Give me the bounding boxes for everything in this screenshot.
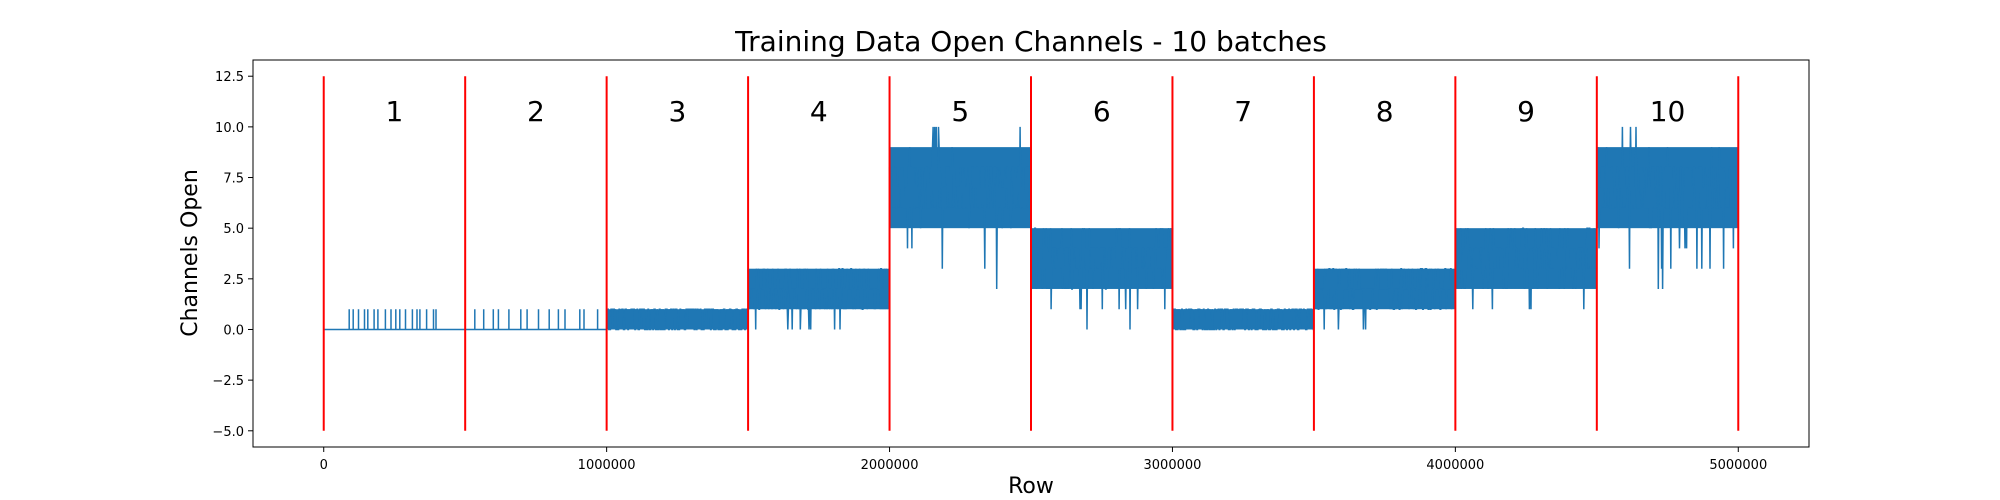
batch-label-9: 9 — [1517, 95, 1535, 128]
signal-trace-batch-6 — [1030, 227, 1174, 330]
signal-trace-batch-7 — [1172, 308, 1315, 331]
y-tick-label: −5.0 — [212, 425, 244, 440]
y-tick-label: 10.0 — [215, 121, 244, 136]
x-tick-label: 3000000 — [1144, 458, 1202, 473]
y-tick-label: 12.5 — [215, 70, 244, 85]
x-tick-label: 0 — [320, 458, 328, 473]
plot-area: 1 2 3 4 5 6 7 8 9 10 — [322, 76, 1740, 431]
signal-trace-batch-9 — [1454, 227, 1598, 310]
y-tick-label: 7.5 — [223, 172, 244, 187]
x-tick-label: 4000000 — [1426, 458, 1484, 473]
batch-label-2: 2 — [527, 95, 545, 128]
signal-trace-batch-5 — [888, 126, 1032, 290]
batch-label-1: 1 — [386, 95, 404, 128]
signal-trace-batch-3 — [605, 308, 749, 331]
signal-trace-batch-10 — [1596, 126, 1739, 290]
batch-label-8: 8 — [1376, 95, 1394, 128]
signal-trace-batch-4 — [747, 267, 890, 330]
axes-frame — [252, 59, 1810, 448]
batch-label-3: 3 — [668, 95, 686, 128]
batch-label-7: 7 — [1234, 95, 1252, 128]
x-tick-label: 1000000 — [578, 458, 636, 473]
batch-label-10: 10 — [1650, 95, 1686, 128]
x-axis-label: Row — [1008, 474, 1054, 499]
y-tick-label: 5.0 — [223, 222, 244, 237]
y-tick-label: 2.5 — [223, 273, 244, 288]
x-tick-label: 5000000 — [1709, 458, 1767, 473]
batch-label-6: 6 — [1093, 95, 1111, 128]
axis-ticks: 0 1000000 2000000 3000000 4000000 5000000 −5.0… — [212, 70, 1767, 473]
y-axis-label: Channels Open — [178, 169, 203, 337]
batch-label-5: 5 — [951, 95, 969, 128]
signal-trace-batch-8 — [1313, 267, 1456, 330]
y-tick-label: 0.0 — [223, 323, 244, 338]
signal-trace-batch-2 — [465, 309, 607, 331]
batch-label-4: 4 — [810, 95, 828, 128]
chart-title: Training Data Open Channels - 10 batches — [734, 25, 1327, 58]
y-tick-label: −2.5 — [212, 374, 244, 389]
x-tick-label: 2000000 — [861, 458, 919, 473]
signal-trace-batch-1 — [323, 309, 466, 331]
